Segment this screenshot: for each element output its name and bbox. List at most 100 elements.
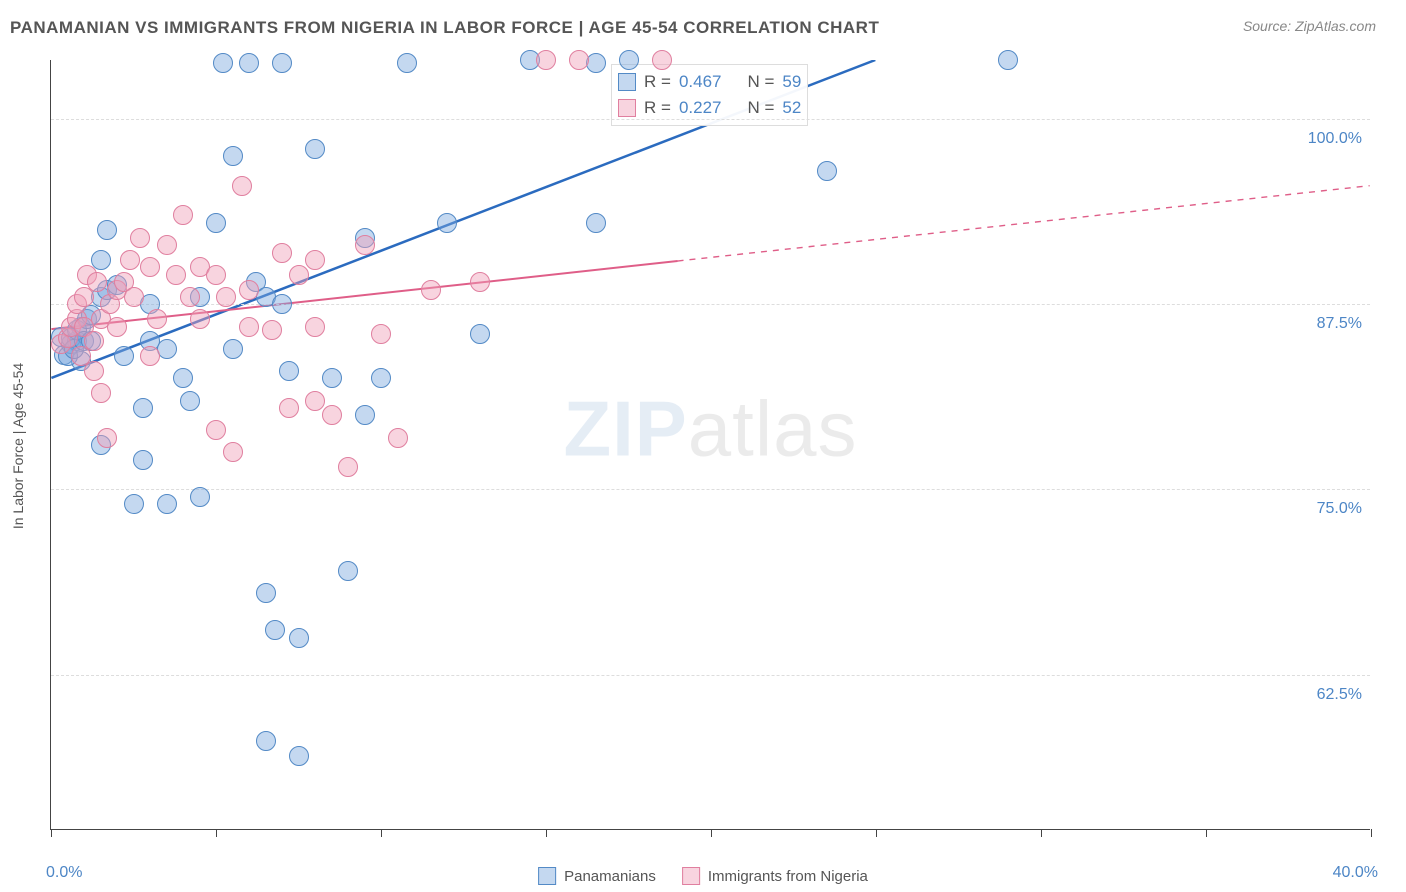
data-point: [133, 450, 153, 470]
data-point: [124, 287, 144, 307]
x-tick: [381, 829, 382, 837]
data-point: [272, 294, 292, 314]
data-point: [355, 235, 375, 255]
legend-label: Immigrants from Nigeria: [708, 868, 868, 885]
data-point: [97, 428, 117, 448]
legend: Panamanians Immigrants from Nigeria: [538, 867, 868, 885]
data-point: [256, 731, 276, 751]
data-point: [289, 265, 309, 285]
stat-n-label: N =: [747, 98, 774, 118]
data-point: [470, 272, 490, 292]
data-point: [262, 320, 282, 340]
data-point: [147, 309, 167, 329]
data-point: [322, 368, 342, 388]
stat-r-label: R =: [644, 98, 671, 118]
stat-n-label: N =: [747, 72, 774, 92]
x-tick: [711, 829, 712, 837]
data-point: [305, 139, 325, 159]
data-point: [190, 309, 210, 329]
data-point: [239, 317, 259, 337]
legend-item: Panamanians: [538, 867, 656, 885]
data-point: [180, 391, 200, 411]
data-point: [437, 213, 457, 233]
data-point: [305, 250, 325, 270]
data-point: [206, 213, 226, 233]
data-point: [190, 487, 210, 507]
watermark: ZIPatlas: [563, 384, 857, 475]
data-point: [87, 272, 107, 292]
x-tick: [876, 829, 877, 837]
data-point: [120, 250, 140, 270]
data-point: [180, 287, 200, 307]
grid-line: [51, 675, 1370, 676]
data-point: [206, 420, 226, 440]
data-point: [133, 398, 153, 418]
data-point: [338, 561, 358, 581]
x-tick: [1206, 829, 1207, 837]
data-point: [421, 280, 441, 300]
legend-item: Immigrants from Nigeria: [682, 867, 868, 885]
stat-n-value: 52: [782, 98, 801, 118]
data-point: [586, 213, 606, 233]
series-swatch: [618, 99, 636, 117]
data-point: [397, 53, 417, 73]
data-point: [239, 280, 259, 300]
data-point: [256, 583, 276, 603]
data-point: [124, 494, 144, 514]
data-point: [470, 324, 490, 344]
stat-r-value: 0.467: [679, 72, 722, 92]
stats-legend-box: R = 0.467 N = 59 R = 0.227 N = 52: [611, 64, 808, 126]
data-point: [338, 457, 358, 477]
y-tick-label: 62.5%: [1317, 686, 1362, 704]
data-point: [619, 50, 639, 70]
data-point: [817, 161, 837, 181]
legend-label: Panamanians: [564, 868, 656, 885]
data-point: [272, 53, 292, 73]
data-point: [140, 257, 160, 277]
data-point: [305, 391, 325, 411]
x-tick: [1041, 829, 1042, 837]
stat-n-value: 59: [782, 72, 801, 92]
data-point: [140, 346, 160, 366]
data-point: [652, 50, 672, 70]
data-point: [232, 176, 252, 196]
stat-r-label: R =: [644, 72, 671, 92]
grid-line: [51, 119, 1370, 120]
x-tick: [216, 829, 217, 837]
data-point: [166, 265, 186, 285]
data-point: [157, 494, 177, 514]
plot-area: ZIPatlas R = 0.467N = 59R = 0.227N = 52 …: [50, 60, 1370, 830]
source-label: Source: ZipAtlas.com: [1243, 18, 1376, 34]
data-point: [223, 442, 243, 462]
x-axis-end-label: 40.0%: [1333, 864, 1378, 882]
data-point: [216, 287, 236, 307]
data-point: [305, 317, 325, 337]
chart-container: PANAMANIAN VS IMMIGRANTS FROM NIGERIA IN…: [0, 0, 1406, 892]
series-swatch: [618, 73, 636, 91]
data-point: [371, 324, 391, 344]
grid-line: [51, 304, 1370, 305]
data-point: [355, 405, 375, 425]
data-point: [239, 53, 259, 73]
data-point: [107, 317, 127, 337]
data-point: [223, 146, 243, 166]
data-point: [289, 746, 309, 766]
data-point: [388, 428, 408, 448]
data-point: [272, 243, 292, 263]
stat-r-value: 0.227: [679, 98, 722, 118]
legend-swatch: [682, 867, 700, 885]
data-point: [279, 361, 299, 381]
data-point: [84, 331, 104, 351]
data-point: [114, 346, 134, 366]
data-point: [206, 265, 226, 285]
data-point: [97, 220, 117, 240]
data-point: [223, 339, 243, 359]
data-point: [279, 398, 299, 418]
data-point: [322, 405, 342, 425]
data-point: [84, 361, 104, 381]
chart-title: PANAMANIAN VS IMMIGRANTS FROM NIGERIA IN…: [10, 18, 879, 38]
y-tick-label: 75.0%: [1317, 500, 1362, 518]
data-point: [536, 50, 556, 70]
data-point: [173, 368, 193, 388]
data-point: [289, 628, 309, 648]
